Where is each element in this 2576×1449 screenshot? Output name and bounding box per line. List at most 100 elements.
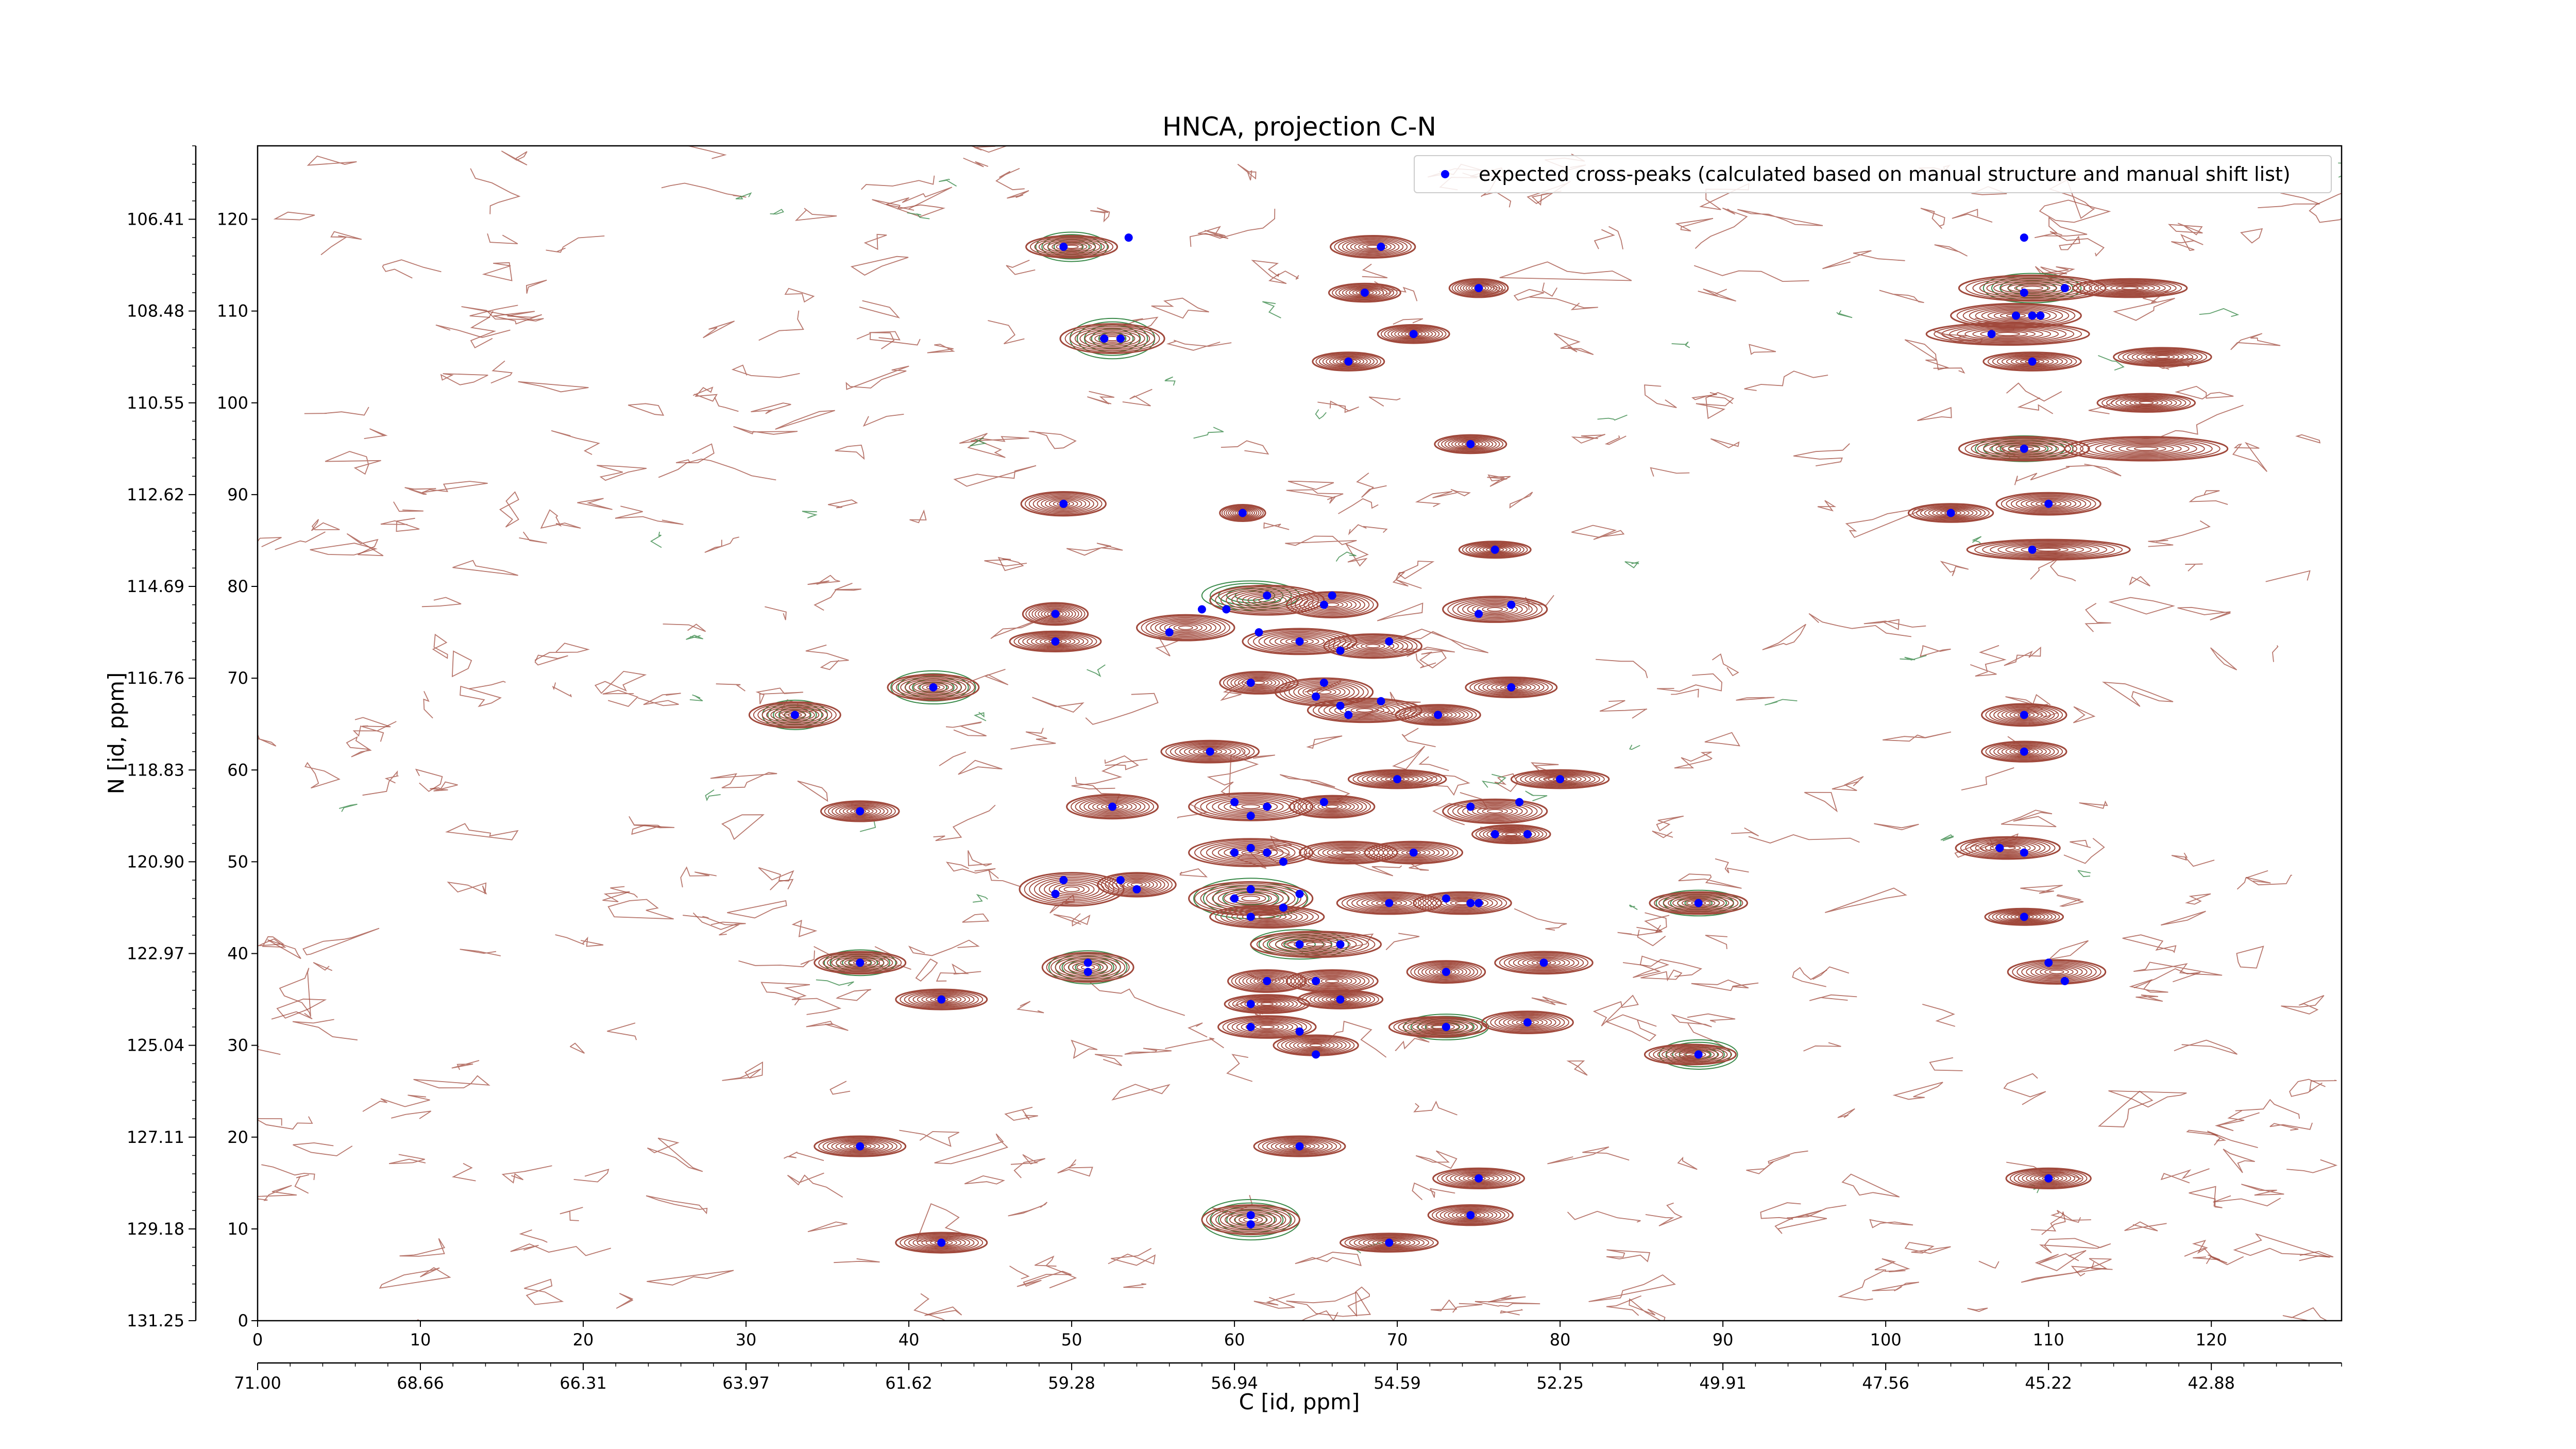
noise-contour [661,182,747,198]
peak-marker [1246,844,1255,852]
noise-contour [1306,735,1343,749]
noise-contour [965,669,1009,685]
peak-marker [1523,1018,1532,1027]
noise-contour [2295,434,2321,444]
peak-marker [1083,958,1092,967]
noise-contour [1841,1173,1900,1198]
peak-marker [1539,958,1548,967]
y-ppm-tick-label: 131.25 [127,1311,184,1330]
noise-contour-negative [973,712,987,721]
peak-marker [1475,284,1483,293]
peak-marker [1116,876,1125,884]
noise-contour [2236,870,2268,890]
peak-marker [1279,903,1287,912]
noise-contour [2171,233,2204,251]
noise-contour [2003,1073,2046,1105]
noise-contour [970,436,1029,442]
peak-marker [1475,899,1483,907]
peak-marker [1312,692,1320,701]
noise-contour [2063,838,2105,864]
noise-contour [1009,1266,1030,1279]
noise-contour [2049,231,2105,257]
y-ppm-tick-label: 110.55 [127,393,184,413]
noise-contour [1277,271,1299,280]
positive-contour-cluster [895,1232,988,1254]
noise-contour [1656,673,1723,692]
positive-contour-cluster [2113,347,2212,367]
noise-contour [2079,800,2108,809]
noise-contour [2056,894,2084,907]
peak-marker [2028,545,2037,554]
noise-contour [2160,1168,2210,1184]
noise-contour [499,491,519,528]
peak-marker [1246,812,1255,820]
noise-contour [1832,776,1864,791]
positive-contour-cluster [1955,836,2061,860]
noise-contour [2235,1099,2300,1119]
noise-contour [1401,728,1436,747]
peak-marker [2020,711,2028,719]
noise-contour-negative [802,511,818,519]
y-id-tick-label: 110 [217,301,248,321]
noise-contour [1226,1054,1253,1082]
noise-contour [452,560,518,576]
noise-contour [845,365,909,390]
peak-marker [2020,848,2028,857]
noise-contour [2193,1254,2244,1266]
noise-contour [310,543,378,555]
noise-contour [1774,1210,1827,1234]
peak-marker [1059,499,1068,508]
noise-contour [2214,1110,2260,1132]
noise-contour [307,155,357,166]
noise-contour [597,465,647,481]
noise-contour [1640,969,1683,982]
noise-contour [988,320,1025,344]
noise-contour [1787,1205,1846,1219]
peak-marker [1124,233,1133,242]
peak-marker [1694,899,1703,907]
noise-contour [915,958,938,982]
noise-contour [2005,694,2051,710]
noise-contour [440,373,488,385]
noise-contour [1016,1271,1072,1287]
noise-contour [936,963,981,982]
legend-label: expected cross-peaks (calculated based o… [1479,163,2291,186]
peak-marker [1466,440,1475,448]
noise-contour [399,1238,446,1257]
noise-contour [267,939,301,959]
peak-marker [1319,679,1328,687]
x-id-tick-label: 20 [573,1330,594,1350]
noise-contour [2265,570,2311,582]
noise-contour [1749,344,1776,355]
noise-contour [1883,731,1952,742]
legend-box [1414,155,2332,193]
peak-marker [929,683,938,692]
noise-contour [616,1293,634,1309]
noise-contour [2113,298,2175,321]
noise-contour [805,644,849,670]
noise-contour [2070,839,2091,848]
noise-contour [628,403,665,416]
noise-contour [2129,979,2168,993]
y-ppm-tick-label: 112.62 [127,485,184,504]
noise-contour [602,891,630,902]
positive-contour-cluster [1481,1010,1574,1034]
noise-contour [1746,1161,1774,1174]
noise-contour [2210,647,2238,670]
x-id-tick-label: 120 [2196,1330,2227,1350]
noise-contour [958,760,1003,775]
noise-contour [1286,1291,1371,1317]
noise-contour [1872,1282,1919,1291]
y-id-tick-label: 30 [227,1036,248,1055]
positive-contour-cluster [1643,1043,1737,1066]
noise-contour [293,1142,353,1156]
noise-contour [1500,1309,1523,1316]
noise-contour-negative [1836,310,1853,318]
noise-contour [490,360,513,384]
noise-contour [797,780,828,802]
noise-contour [869,331,901,349]
noise-contour [658,458,776,481]
noise-contour [731,364,800,378]
noise-contours [258,146,2342,1321]
noise-contour [1035,1255,1077,1289]
